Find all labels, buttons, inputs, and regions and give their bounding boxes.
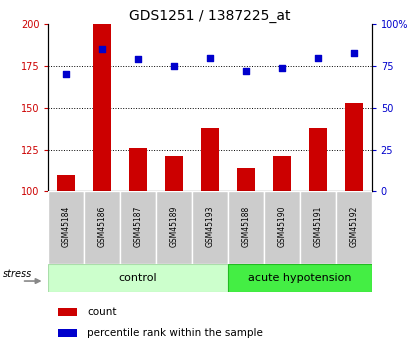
Text: GSM45184: GSM45184 xyxy=(62,206,71,247)
Text: acute hypotension: acute hypotension xyxy=(248,273,352,283)
Text: GSM45193: GSM45193 xyxy=(205,206,215,247)
Bar xyxy=(58,328,77,337)
Bar xyxy=(201,128,219,191)
Bar xyxy=(129,148,147,191)
Bar xyxy=(58,307,77,316)
Bar xyxy=(192,191,228,264)
Text: GSM45186: GSM45186 xyxy=(98,206,107,247)
Point xyxy=(243,68,249,74)
Point xyxy=(350,50,357,55)
Bar xyxy=(237,168,255,191)
Text: count: count xyxy=(87,307,117,317)
Point xyxy=(63,71,70,77)
Text: GSM45189: GSM45189 xyxy=(170,206,178,247)
Title: GDS1251 / 1387225_at: GDS1251 / 1387225_at xyxy=(129,9,291,23)
Point xyxy=(171,63,177,69)
Text: control: control xyxy=(119,273,158,283)
Bar xyxy=(165,156,183,191)
Bar xyxy=(48,191,84,264)
Bar xyxy=(93,24,111,191)
Text: GSM45190: GSM45190 xyxy=(277,206,286,247)
Text: GSM45192: GSM45192 xyxy=(349,206,358,247)
Bar xyxy=(300,191,336,264)
Bar xyxy=(228,191,264,264)
Bar xyxy=(345,103,363,191)
Text: stress: stress xyxy=(3,269,31,278)
Bar xyxy=(273,156,291,191)
Text: GSM45188: GSM45188 xyxy=(241,206,250,247)
Text: percentile rank within the sample: percentile rank within the sample xyxy=(87,328,263,338)
Bar xyxy=(48,264,228,292)
Bar xyxy=(336,191,372,264)
Bar xyxy=(228,264,372,292)
Point xyxy=(278,65,285,70)
Point xyxy=(135,57,142,62)
Point xyxy=(207,55,213,60)
Bar xyxy=(57,175,75,191)
Bar xyxy=(84,191,120,264)
Bar xyxy=(156,191,192,264)
Point xyxy=(315,55,321,60)
Bar xyxy=(264,191,300,264)
Text: GSM45187: GSM45187 xyxy=(134,206,143,247)
Bar xyxy=(120,191,156,264)
Text: GSM45191: GSM45191 xyxy=(313,206,322,247)
Bar xyxy=(309,128,327,191)
Point xyxy=(99,47,105,52)
